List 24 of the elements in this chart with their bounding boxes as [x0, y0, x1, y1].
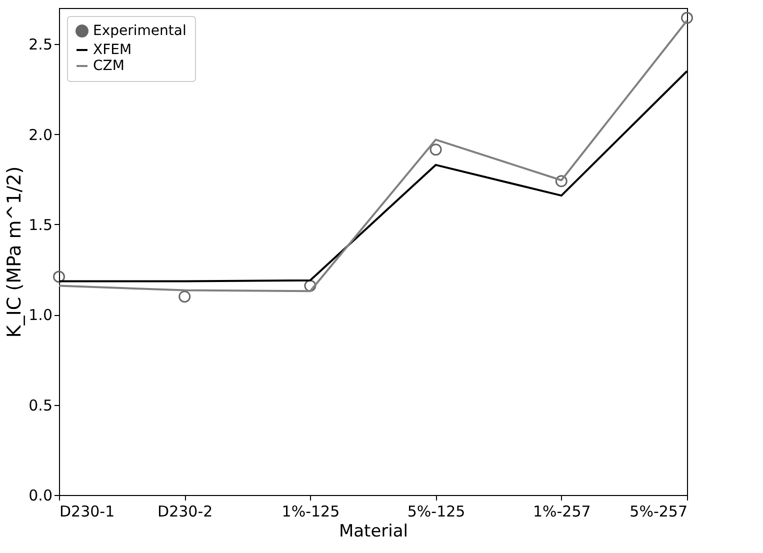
- line-series: [58, 20, 688, 292]
- x-axis-title: Material: [338, 522, 408, 542]
- point: [681, 12, 693, 24]
- y-tick-label: 2.5: [28, 36, 52, 54]
- y-tick-label: 0.5: [28, 396, 52, 414]
- x-tick-label: 5%-257: [630, 502, 688, 520]
- x-tick-label: 1%-257: [532, 502, 591, 520]
- x-tick-label: D230-2: [158, 502, 213, 520]
- y-tick-label: 2.0: [28, 126, 52, 144]
- y-tick-label: 1.0: [28, 306, 52, 324]
- point: [178, 290, 191, 303]
- x-tick-label: 1%-125: [282, 502, 340, 520]
- x-tick-label: D230-1: [60, 502, 115, 520]
- y-axis-title: K_IC (MPa m^1/2): [4, 166, 26, 338]
- y-tick-label: 0.0: [28, 486, 52, 504]
- x-tick-label: 5%-125: [407, 502, 466, 520]
- legend-label: XFEM: [93, 42, 132, 58]
- point: [555, 175, 568, 188]
- y-tick-label: 1.5: [28, 216, 52, 234]
- legend-label: CZM: [93, 58, 124, 74]
- point: [53, 270, 65, 283]
- legend-label: Experimental: [93, 23, 186, 39]
- point: [304, 280, 316, 292]
- point: [430, 144, 442, 156]
